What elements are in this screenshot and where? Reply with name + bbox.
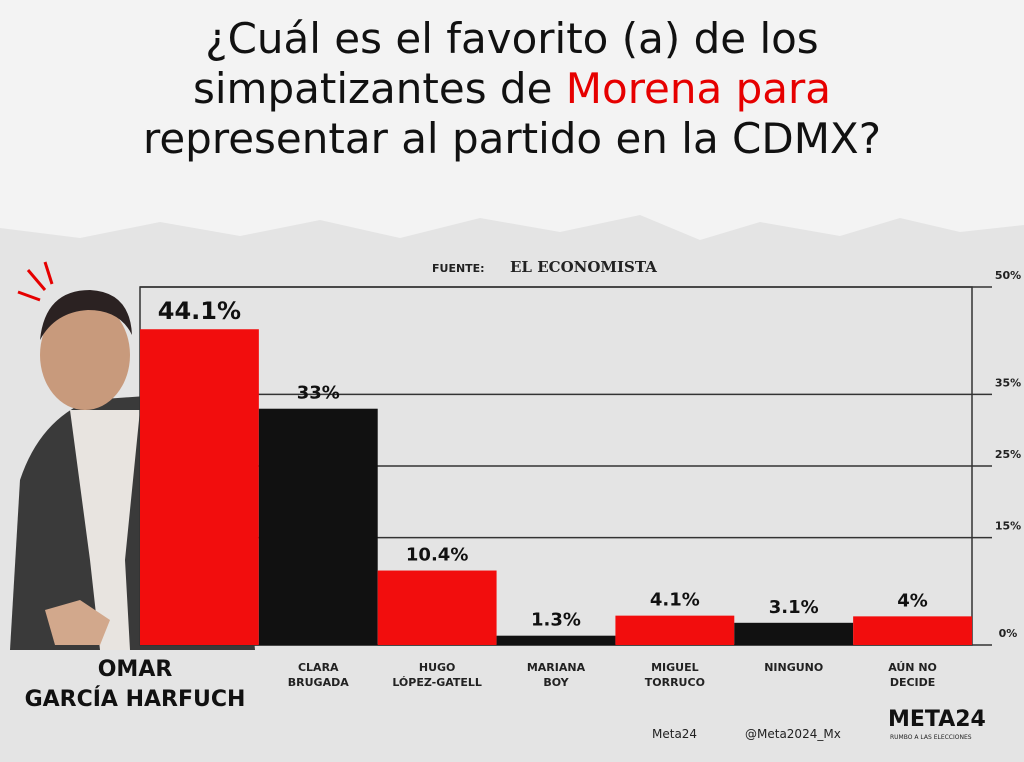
bar (615, 615, 735, 645)
bar (734, 622, 854, 645)
y-tick-label: 50% (995, 269, 1021, 282)
x-tick-label: MIGUEL TORRUCO (644, 661, 705, 689)
burst (17, 261, 54, 302)
logo: META24 (888, 707, 986, 732)
y-tick-label: 35% (995, 376, 1021, 389)
twitter: @Meta2024_Mx (745, 727, 841, 741)
y-tick-label: 15% (995, 520, 1021, 533)
x-tick-label: NINGUNO (764, 661, 824, 674)
title-part: Morena para (565, 64, 832, 113)
value-label: 10.4% (406, 545, 468, 566)
source: EL ECONOMISTA (510, 258, 657, 276)
bar (377, 570, 497, 645)
value-label: 3.1% (769, 597, 819, 618)
value-label: 1.3% (531, 610, 581, 631)
value-label: 44.1% (158, 297, 241, 325)
x-tick-label: OMAR GARCÍA HARFUCH (24, 657, 246, 712)
x-tick-label: CLARA BRUGADA (287, 661, 349, 689)
x-tick-label: AÚN NO DECIDE (888, 661, 937, 689)
facebook: Meta24 (652, 727, 698, 741)
title: ¿Cuál es el favorito (a) de los simpatiz… (100, 14, 924, 164)
value-label: 33% (297, 383, 340, 404)
x-tick-label: HUGO LÓPEZ-GATELL (392, 661, 482, 689)
x-tick-label: MARIANA BOY (526, 661, 586, 689)
y-tick-label: 0% (999, 627, 1018, 640)
source-label: FUENTE: (432, 262, 485, 275)
logo-sub: RUMBO A LAS ELECCIONES (890, 734, 972, 741)
value-label: 4% (897, 590, 928, 611)
title-part: ¿Cuál es el favorito (a) de los simpatiz… (192, 14, 819, 113)
paper (0, 0, 1024, 240)
y-tick-label: 25% (995, 448, 1021, 461)
value-label: 4.1% (650, 590, 700, 611)
bar (140, 329, 259, 645)
bar (496, 635, 616, 645)
bar (258, 408, 378, 645)
bar (853, 616, 972, 645)
title-part: representar al partido en la CDMX? (143, 114, 881, 163)
